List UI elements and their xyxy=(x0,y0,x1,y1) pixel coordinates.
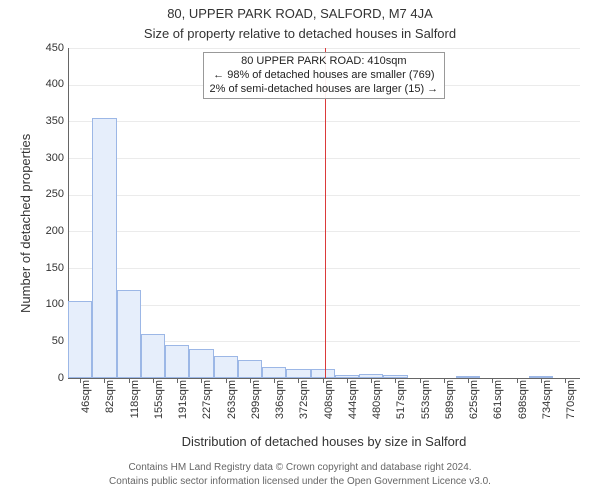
x-tick-label: 336sqm xyxy=(274,380,286,440)
grid-line xyxy=(68,378,580,379)
y-tick-label: 0 xyxy=(32,372,64,384)
info-line-property: 80 UPPER PARK ROAD: 410sqm xyxy=(210,55,439,69)
histogram-bar xyxy=(214,356,238,378)
histogram-bar xyxy=(117,290,141,378)
grid-line xyxy=(68,48,580,49)
x-tick-label: 299sqm xyxy=(250,380,262,440)
page-title: 80, UPPER PARK ROAD, SALFORD, M7 4JA xyxy=(0,6,600,21)
histogram-bar xyxy=(286,369,310,378)
info-line-larger: 2% of semi-detached houses are larger (1… xyxy=(210,83,439,97)
x-tick-label: 698sqm xyxy=(517,380,529,440)
y-tick-label: 350 xyxy=(32,115,64,127)
grid-line xyxy=(68,231,580,232)
x-tick-label: 227sqm xyxy=(201,380,213,440)
x-tick-label: 661sqm xyxy=(492,380,504,440)
x-tick-label: 46sqm xyxy=(80,380,92,440)
grid-line xyxy=(68,121,580,122)
y-tick-label: 400 xyxy=(32,78,64,90)
x-tick-label: 444sqm xyxy=(347,380,359,440)
x-tick-label: 734sqm xyxy=(541,380,553,440)
x-tick-label: 770sqm xyxy=(565,380,577,440)
x-tick-label: 263sqm xyxy=(226,380,238,440)
x-tick-label: 155sqm xyxy=(153,380,165,440)
y-tick-label: 250 xyxy=(32,188,64,200)
grid-line xyxy=(68,268,580,269)
x-tick-label: 553sqm xyxy=(420,380,432,440)
x-tick-label: 517sqm xyxy=(395,380,407,440)
x-tick-label: 82sqm xyxy=(104,380,116,440)
histogram-bar xyxy=(141,334,165,378)
histogram-bar xyxy=(311,369,335,378)
attribution-line-2: Contains public sector information licen… xyxy=(0,476,600,487)
x-tick-label: 372sqm xyxy=(298,380,310,440)
y-tick-label: 50 xyxy=(32,335,64,347)
y-tick-label: 200 xyxy=(32,225,64,237)
x-tick-label: 118sqm xyxy=(129,380,141,440)
attribution-line-1: Contains HM Land Registry data © Crown c… xyxy=(0,462,600,473)
x-tick-label: 408sqm xyxy=(323,380,335,440)
y-tick-label: 300 xyxy=(32,152,64,164)
info-line-smaller: ← 98% of detached houses are smaller (76… xyxy=(210,69,439,83)
x-tick-label: 625sqm xyxy=(468,380,480,440)
histogram-bar xyxy=(189,349,213,378)
grid-line xyxy=(68,158,580,159)
x-tick-label: 589sqm xyxy=(444,380,456,440)
y-tick-label: 150 xyxy=(32,262,64,274)
x-tick-label: 480sqm xyxy=(371,380,383,440)
grid-line xyxy=(68,305,580,306)
histogram-bar xyxy=(165,345,189,378)
histogram-bar xyxy=(238,360,262,378)
y-axis-label: Number of detached properties xyxy=(18,134,33,313)
summary-info-box: 80 UPPER PARK ROAD: 410sqm ← 98% of deta… xyxy=(203,52,446,99)
page-subtitle: Size of property relative to detached ho… xyxy=(0,26,600,41)
histogram-bar xyxy=(68,301,92,378)
x-tick-label: 191sqm xyxy=(177,380,189,440)
grid-line xyxy=(68,195,580,196)
y-tick-label: 450 xyxy=(32,42,64,54)
histogram-bar xyxy=(92,118,116,378)
y-tick-label: 100 xyxy=(32,298,64,310)
histogram-bar xyxy=(262,367,286,378)
